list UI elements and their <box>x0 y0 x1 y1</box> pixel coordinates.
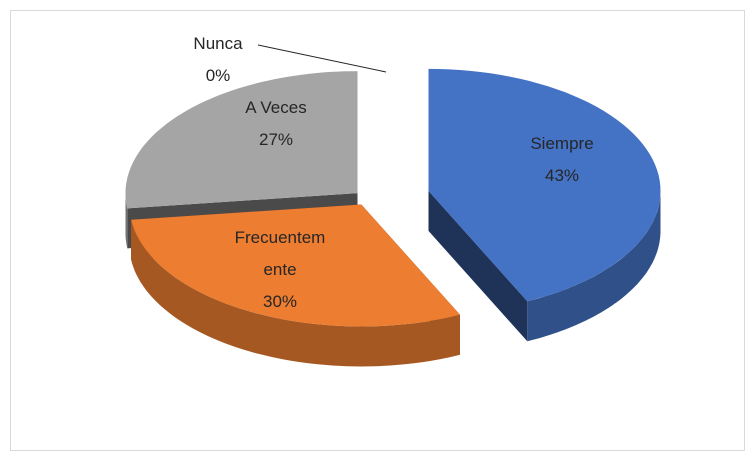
slice-side <box>125 193 128 249</box>
slice-wall <box>428 190 528 342</box>
slice <box>125 71 358 209</box>
value-label: 30% <box>262 292 298 311</box>
slice-side <box>527 190 661 342</box>
pie <box>125 68 661 367</box>
data-label: Nunca 0% <box>163 28 273 92</box>
value-label: 43% <box>544 166 580 185</box>
category-label: Frecuentemente <box>234 228 326 279</box>
category-label: Siempre <box>530 134 594 153</box>
slice <box>428 68 661 302</box>
value-label: 0% <box>205 66 231 85</box>
data-label: A Veces 27% <box>221 92 331 156</box>
data-label: Frecuentemente 30% <box>230 222 330 318</box>
category-label: A Veces <box>245 98 307 117</box>
value-label: 27% <box>258 130 294 149</box>
leader-line <box>257 44 387 73</box>
slice-side <box>131 219 460 367</box>
category-label: Nunca <box>193 34 243 53</box>
slice <box>131 204 460 327</box>
data-label: Siempre 43% <box>507 128 617 192</box>
